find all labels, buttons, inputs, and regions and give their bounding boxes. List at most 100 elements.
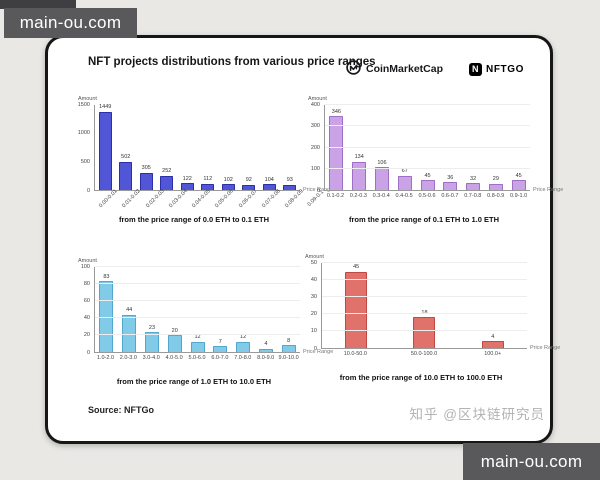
y-tick-label: 0	[316, 187, 320, 194]
bar-group: 92	[239, 105, 260, 190]
bar-value-label: 44	[126, 307, 133, 314]
bar	[281, 345, 296, 352]
category-label-text: 0.8-0.9	[487, 193, 505, 199]
bar-group: 32	[462, 105, 485, 190]
category-label-text: 0.06-0.07	[237, 188, 259, 210]
category-label: 0.4-0.5	[393, 191, 416, 207]
bar-value-label: 8	[287, 337, 291, 344]
bar-value-label: 29	[492, 176, 499, 183]
y-tick-label: 1500	[77, 101, 90, 108]
y-axis-title: Amount	[78, 96, 97, 102]
category-label: 9.0-10.0	[277, 353, 300, 369]
y-tick-label: 30	[310, 293, 317, 300]
category-label: 3.0-4.0	[140, 353, 163, 369]
bar	[488, 183, 503, 190]
bar	[466, 183, 481, 190]
bar	[201, 183, 215, 190]
category-label-text: 5.0-6.0	[188, 355, 206, 361]
bar	[122, 314, 137, 352]
bar-value-label: 106	[377, 159, 387, 166]
bar-group: 252	[157, 105, 178, 190]
watermark-text: main-ou.com	[480, 451, 583, 471]
gridline	[322, 313, 527, 314]
category-label-text: 9.0-10.0	[278, 355, 299, 361]
category-label: 2.0-3.0	[117, 353, 140, 369]
bar-group: 502	[116, 105, 137, 190]
y-tick-label: 200	[310, 144, 320, 151]
bar	[160, 175, 174, 190]
category-label-text: 50.0-100.0	[410, 351, 438, 357]
y-tick-label: 100	[310, 165, 320, 172]
category-label-text: 6.0-7.0	[211, 355, 229, 361]
y-axis: 0 10 20 30 40 50	[303, 259, 321, 351]
bars: 83 44 23 20 12 7 12 4 8	[95, 267, 300, 352]
category-label-text: 0.02-0.03	[144, 188, 166, 210]
category-label: 4.0-5.0	[163, 353, 186, 369]
bars: 45 18 4	[322, 263, 527, 348]
coinmarketcap-logo: CoinMarketCap	[346, 60, 443, 78]
gridline	[322, 262, 527, 263]
y-tick-label: 40	[310, 276, 317, 283]
gridline	[95, 334, 300, 335]
bar-group: 20	[163, 267, 186, 352]
bar-group: 4	[254, 267, 277, 352]
bar-group: 4	[459, 263, 527, 348]
bar-value-label: 1449	[99, 104, 112, 110]
nftgo-label: NFTGO	[486, 63, 524, 75]
category-label: 0.02-0.03	[141, 188, 166, 209]
bar-value-label: 502	[121, 154, 131, 161]
x-axis-labels: 0.00-0.01 0.01-0.02 0.02-0.03 0.03-0.04 0.04…	[94, 188, 325, 209]
category-label: 0.3-0.4	[370, 191, 393, 207]
bar	[283, 184, 297, 190]
bar-value-label: 12	[194, 334, 201, 341]
bar-group: 83	[95, 267, 118, 352]
bar	[345, 271, 368, 348]
bar	[511, 180, 526, 190]
category-label-text: 0.07-0.08	[260, 188, 282, 210]
watermark-text: main-ou.com	[19, 13, 122, 32]
bar	[329, 116, 344, 190]
bar-group: 12	[232, 267, 255, 352]
gridline	[322, 296, 527, 297]
y-tick-label: 40	[83, 314, 90, 321]
category-label: 100.0+	[458, 349, 527, 365]
y-tick-label: 50	[310, 259, 317, 266]
source-label: Source: NFTGo	[88, 405, 155, 415]
chart-price-0.1-to-1-eth: Amount 0 100 200 300 400 346 134 106 67 45 36 32 29…	[306, 96, 563, 224]
gridline	[325, 104, 530, 105]
x-axis-labels: 1.0-2.0 2.0-3.0 3.0-4.0 4.0-5.0 5.0-6.0 6.0-7…	[94, 353, 300, 369]
category-label: 0.06-0.07	[234, 188, 259, 209]
bar-group: 102	[218, 105, 239, 190]
category-label: 0.9-1.0	[507, 191, 530, 207]
bar-value-label: 92	[245, 177, 252, 184]
y-tick-label: 1000	[77, 129, 90, 136]
x-axis-labels: 10.0-50.0 50.0-100.0 100.0+	[321, 349, 527, 365]
category-label: 50.0-100.0	[390, 349, 459, 365]
y-axis: 0 20 40 60 80 100	[76, 264, 94, 355]
bar-group: 23	[141, 267, 164, 352]
bar-value-label: 102	[223, 176, 233, 183]
category-label: 10.0-50.0	[321, 349, 390, 365]
y-tick-label: 10	[310, 328, 317, 335]
category-label-text: 2.0-3.0	[119, 355, 137, 361]
category-label-text: 4.0-5.0	[165, 355, 183, 361]
bar-group: 18	[390, 263, 458, 348]
bar-group: 134	[348, 105, 371, 190]
y-tick-label: 60	[83, 297, 90, 304]
bar	[443, 182, 458, 190]
category-label-text: 3.0-4.0	[142, 355, 160, 361]
x-axis-labels: 0.1-0.2 0.2-0.3 0.3-0.4 0.4-0.5 0.5-0.6 0.6-0…	[324, 191, 530, 207]
bar	[221, 184, 235, 190]
category-label-text: 10.0-50.0	[343, 351, 367, 357]
chart-price-10-to-100-eth: Amount 0 10 20 30 40 50 45 18 4 Price Range 10.…	[303, 254, 560, 382]
category-label: 0.8-0.9	[484, 191, 507, 207]
gridline	[95, 266, 300, 267]
bar	[144, 332, 159, 352]
bar-value-label: 12	[240, 334, 247, 341]
bar-group: 29	[484, 105, 507, 190]
category-label-text: 0.1-0.2	[326, 193, 344, 199]
plot-area: 1449 502 305 252 122 112 102 92 104 93 Price Rang…	[94, 104, 333, 193]
category-label-text: 0.7-0.8	[464, 193, 482, 199]
bar-value-label: 346	[331, 108, 341, 115]
category-label-text: 0.03-0.04	[167, 188, 189, 210]
